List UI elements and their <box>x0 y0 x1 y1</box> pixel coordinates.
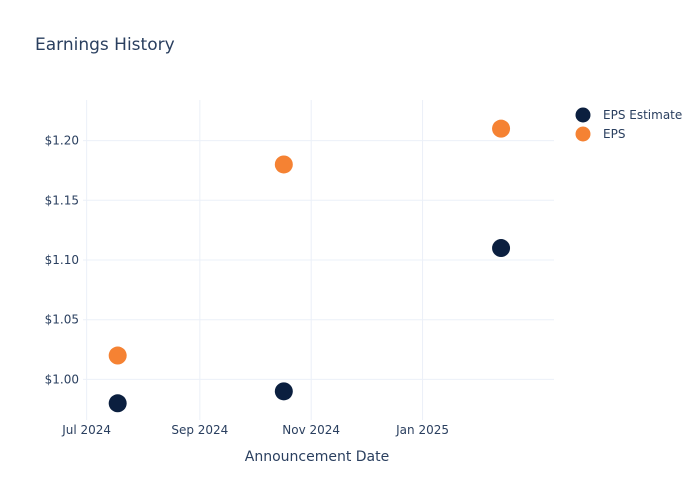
eps-estimate-point[interactable] <box>492 239 511 258</box>
chart-title: Earnings History <box>35 35 175 55</box>
legend-label[interactable]: EPS Estimate <box>603 108 682 122</box>
legend-marker[interactable] <box>575 107 591 123</box>
x-axis-label: Announcement Date <box>245 449 389 465</box>
y-tick-label: $1.15 <box>45 193 79 207</box>
x-tick-label: Nov 2024 <box>282 423 340 437</box>
y-tick-label: $1.20 <box>45 134 79 148</box>
x-tick-label: Sep 2024 <box>171 423 228 437</box>
eps-point[interactable] <box>108 346 127 365</box>
x-tick-label: Jul 2024 <box>61 423 111 437</box>
tick-layer: Jul 2024 Sep 2024 Nov 2024 Jan 2025 $1.00 $1.… <box>45 134 449 437</box>
legend-label[interactable]: EPS <box>603 127 625 141</box>
y-tick-label: $1.00 <box>45 372 79 386</box>
eps-point[interactable] <box>274 155 293 174</box>
eps-point[interactable] <box>492 119 511 138</box>
legend: EPS Estimate EPS <box>575 107 682 142</box>
points-layer <box>108 119 511 413</box>
y-tick-label: $1.05 <box>45 313 79 327</box>
eps-estimate-point[interactable] <box>274 382 293 401</box>
grid-layer <box>83 100 554 420</box>
legend-marker[interactable] <box>575 126 591 142</box>
y-tick-label: $1.10 <box>45 253 79 267</box>
eps-estimate-point[interactable] <box>108 394 127 413</box>
x-tick-label: Jan 2025 <box>395 423 449 437</box>
